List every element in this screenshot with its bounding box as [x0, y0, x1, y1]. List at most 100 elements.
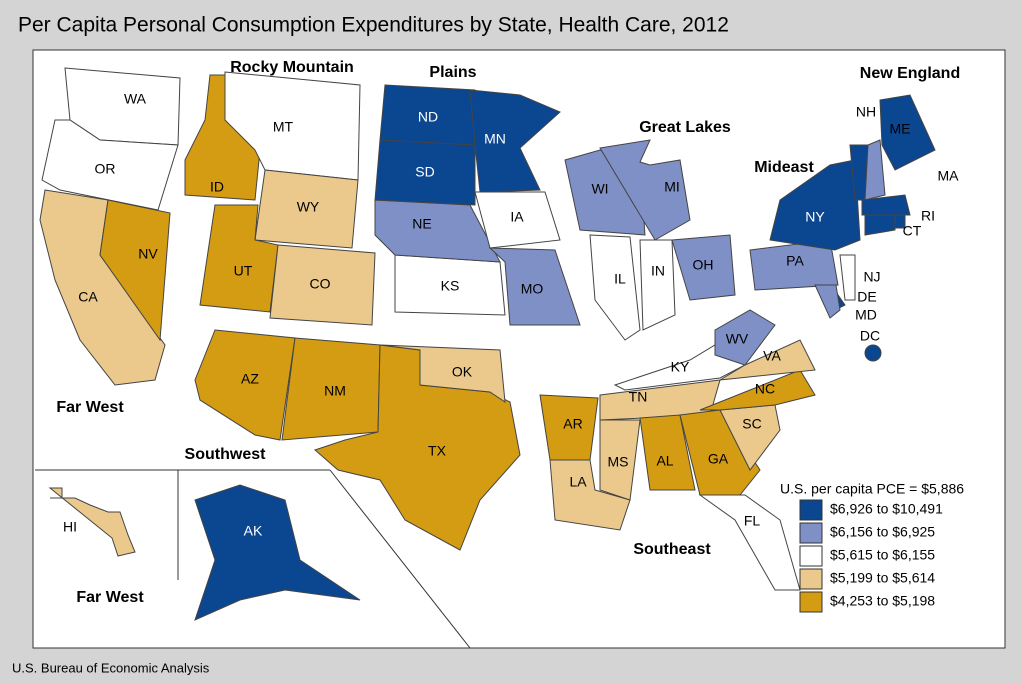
state: WY [254, 169, 359, 249]
legend-swatch [799, 568, 823, 590]
state-shape [599, 419, 641, 501]
state-shape [254, 169, 359, 249]
state: MO [488, 247, 581, 326]
state: WA [64, 67, 181, 146]
state-shape [379, 344, 506, 403]
state-label: RI [921, 208, 935, 224]
state: MI [599, 139, 691, 241]
state-label: MD [855, 307, 877, 323]
state: SD [374, 139, 476, 206]
state-label: CT [903, 223, 922, 239]
region-label: Plains [429, 64, 476, 81]
state: OK [379, 344, 506, 403]
state-shape [861, 194, 911, 216]
region-label: Rocky Mountain [230, 59, 354, 76]
state-shape [864, 214, 896, 236]
state: NC [699, 369, 816, 411]
state: MA [861, 168, 959, 216]
state-shape [698, 494, 801, 591]
state: MT [224, 71, 361, 181]
state-label: SC [742, 416, 761, 432]
state-shape [599, 139, 691, 241]
state-label: OK [452, 364, 473, 380]
state-shape [269, 244, 376, 326]
state-label: MI [664, 179, 680, 195]
legend-title: U.S. per capita PCE = $5,886 [780, 481, 964, 497]
legend-label: $5,199 to $5,614 [830, 570, 935, 586]
state-shape [48, 487, 136, 557]
state-shape [194, 484, 361, 621]
state-label: UT [234, 263, 253, 279]
state-shape [864, 139, 886, 201]
state-shape [639, 239, 676, 331]
legend: U.S. per capita PCE = $5,886 $6,926 to $… [780, 481, 964, 613]
state-label: NC [755, 381, 775, 397]
state: NM [281, 337, 381, 441]
region-label: Southwest [185, 446, 267, 463]
state-label: IL [614, 271, 626, 287]
state: VA [719, 339, 816, 381]
state-shape [469, 89, 561, 193]
state-label: DE [857, 289, 876, 305]
state-label: WY [297, 199, 320, 215]
state: IA [474, 191, 561, 249]
state-shape [671, 234, 736, 301]
state: HI [48, 487, 136, 557]
state-label: CA [78, 289, 98, 305]
state-label: TN [629, 389, 648, 405]
state: IL [589, 234, 641, 341]
state-label: MN [484, 131, 506, 147]
state-shape [864, 344, 882, 362]
state-label: AL [656, 453, 673, 469]
legend-label: $6,156 to $6,925 [830, 524, 935, 540]
state-label: HI [63, 519, 77, 535]
state-label: WI [591, 181, 608, 197]
state-label: DC [860, 328, 880, 344]
state-label: OH [693, 257, 714, 273]
state: MN [469, 89, 561, 193]
legend-label: $5,615 to $6,155 [830, 547, 935, 563]
source: U.S. Bureau of Economic Analysis [12, 660, 210, 675]
state-shape [589, 234, 641, 341]
state-label: WA [124, 91, 147, 107]
state: NJ [839, 254, 881, 301]
states: WA OR CA NV ID MT WY UT CO AZ NM TX OK K… [39, 67, 959, 621]
state-label: FL [744, 513, 761, 529]
state: CT [864, 214, 922, 239]
state-label: IN [651, 263, 665, 279]
inset-lines [35, 469, 471, 649]
state: TN [599, 379, 721, 421]
state-label: IA [510, 209, 524, 225]
state-shape [879, 94, 936, 171]
legend-label: $6,926 to $10,491 [830, 501, 943, 517]
state-shape [639, 414, 696, 491]
state-label: AZ [241, 371, 259, 387]
region-label: New England [860, 65, 960, 82]
region-label: Southeast [633, 541, 711, 558]
state-label: GA [708, 451, 729, 467]
state: UT [199, 204, 279, 313]
state: NV [99, 199, 171, 342]
state: IN [639, 239, 676, 331]
state-shape [839, 254, 856, 301]
region-label: Great Lakes [639, 119, 731, 136]
state: OR [41, 119, 179, 211]
legend-swatch [799, 591, 823, 613]
legend-label: $4,253 to $5,198 [830, 593, 935, 609]
state-shape [41, 119, 179, 211]
state: AR [539, 394, 599, 461]
state: FL [698, 494, 801, 591]
state: NY [769, 159, 861, 251]
legend-swatch [799, 499, 823, 521]
state: AK [194, 484, 361, 621]
state-shape [488, 247, 581, 326]
state-label: ME [890, 121, 911, 137]
state-shape [474, 191, 561, 249]
state-label: LA [569, 474, 587, 490]
state-label: KS [441, 278, 460, 294]
legend-swatch [799, 545, 823, 567]
title: Per Capita Personal Consumption Expendit… [18, 14, 729, 37]
state-label: TX [428, 443, 447, 459]
state-label: VA [763, 348, 781, 364]
state: OH [671, 234, 736, 301]
